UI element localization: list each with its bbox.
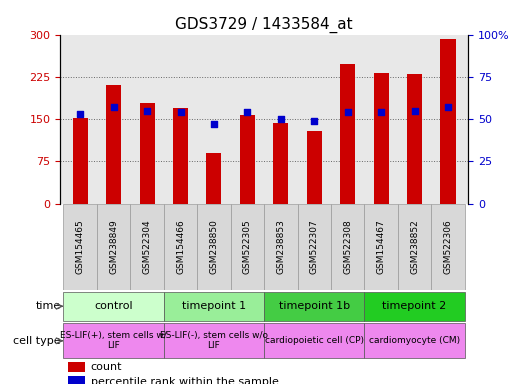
- Bar: [264, 204, 298, 290]
- Bar: [307, 131, 322, 204]
- Bar: [97, 204, 130, 290]
- Bar: [365, 323, 465, 358]
- Bar: [274, 123, 288, 204]
- Bar: [365, 291, 465, 321]
- Text: GSM522306: GSM522306: [444, 219, 452, 274]
- Bar: [106, 85, 121, 204]
- Bar: [73, 118, 88, 204]
- Point: [143, 108, 151, 114]
- Bar: [373, 73, 389, 204]
- Point: [243, 109, 252, 115]
- Text: GSM522307: GSM522307: [310, 219, 319, 274]
- Point: [344, 109, 352, 115]
- Bar: [365, 204, 398, 290]
- Bar: [173, 108, 188, 204]
- Text: GSM238849: GSM238849: [109, 219, 118, 274]
- Bar: [331, 204, 365, 290]
- Point: [310, 118, 319, 124]
- Bar: [264, 291, 365, 321]
- Point: [444, 104, 452, 110]
- Point: [377, 109, 385, 115]
- Text: timepoint 2: timepoint 2: [382, 301, 447, 311]
- Point: [411, 108, 419, 114]
- Point: [76, 111, 84, 117]
- Text: timepoint 1: timepoint 1: [182, 301, 246, 311]
- Text: timepoint 1b: timepoint 1b: [279, 301, 350, 311]
- Text: GSM522304: GSM522304: [143, 219, 152, 274]
- Bar: [231, 204, 264, 290]
- Bar: [164, 291, 264, 321]
- Text: GSM154467: GSM154467: [377, 219, 385, 274]
- Bar: [431, 204, 465, 290]
- Point: [210, 121, 218, 127]
- Point: [109, 104, 118, 110]
- Bar: [63, 323, 164, 358]
- Bar: [264, 323, 365, 358]
- Text: GSM238852: GSM238852: [410, 219, 419, 274]
- Text: GSM522308: GSM522308: [343, 219, 352, 274]
- Text: GSM238853: GSM238853: [276, 219, 286, 274]
- Bar: [140, 103, 155, 204]
- Text: ES-LIF(-), stem cells w/o
LIF: ES-LIF(-), stem cells w/o LIF: [160, 331, 268, 351]
- Bar: [298, 204, 331, 290]
- Text: GSM522305: GSM522305: [243, 219, 252, 274]
- Text: GSM154466: GSM154466: [176, 219, 185, 274]
- Bar: [63, 204, 97, 290]
- Text: percentile rank within the sample: percentile rank within the sample: [91, 376, 279, 384]
- Text: count: count: [91, 362, 122, 372]
- Text: time: time: [36, 301, 61, 311]
- Bar: [164, 323, 264, 358]
- Title: GDS3729 / 1433584_at: GDS3729 / 1433584_at: [175, 17, 353, 33]
- Point: [277, 116, 285, 122]
- Bar: [130, 204, 164, 290]
- Bar: [207, 153, 221, 204]
- Text: GSM238850: GSM238850: [209, 219, 219, 274]
- Text: ES-LIF(+), stem cells w/
LIF: ES-LIF(+), stem cells w/ LIF: [60, 331, 167, 351]
- Text: cardiomyocyte (CM): cardiomyocyte (CM): [369, 336, 460, 345]
- Text: cardiopoietic cell (CP): cardiopoietic cell (CP): [265, 336, 364, 345]
- Bar: [398, 204, 431, 290]
- Text: GSM154465: GSM154465: [76, 219, 85, 274]
- Bar: [240, 114, 255, 204]
- Bar: [407, 74, 422, 204]
- Text: cell type: cell type: [13, 336, 61, 346]
- Bar: [69, 362, 85, 372]
- Bar: [440, 39, 456, 204]
- Bar: [63, 291, 164, 321]
- Bar: [340, 64, 355, 204]
- Bar: [69, 376, 85, 384]
- Bar: [164, 204, 197, 290]
- Text: control: control: [94, 301, 133, 311]
- Point: [176, 109, 185, 115]
- Bar: [197, 204, 231, 290]
